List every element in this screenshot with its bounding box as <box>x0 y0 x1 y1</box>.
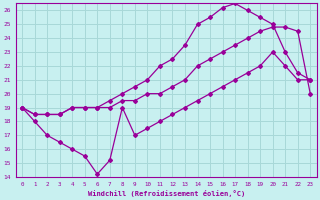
X-axis label: Windchill (Refroidissement éolien,°C): Windchill (Refroidissement éolien,°C) <box>88 190 245 197</box>
